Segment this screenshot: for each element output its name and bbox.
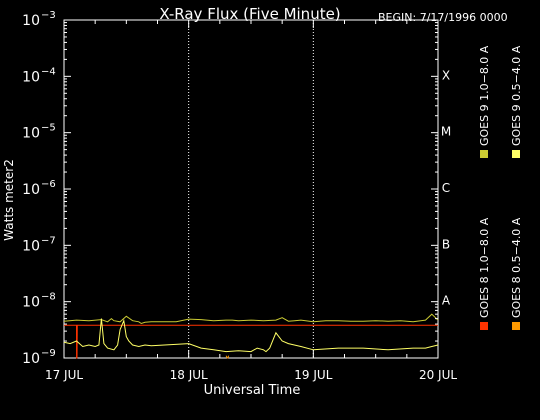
y-axis-label: Watts meter2	[2, 159, 16, 241]
flare-class-label: A	[442, 294, 451, 308]
y-tick-label: 10	[22, 69, 40, 85]
legend-label: GOES 8 1.0−8.0 A	[478, 217, 491, 318]
flare-class-labels: A B C M X	[441, 68, 451, 307]
y-tick-label: 10	[22, 182, 40, 198]
x-tick-label: 19 JUL	[294, 368, 332, 382]
begin-label: BEGIN: 7/17/1996 0000	[378, 11, 508, 24]
legend-swatch	[512, 322, 520, 330]
x-axis: 17 JUL 18 JUL 19 JUL 20 JUL	[45, 20, 457, 382]
y-tick-exponent: −8	[41, 292, 56, 303]
series-line	[63, 318, 439, 353]
chart-title: X-Ray Flux (Five Minute)	[159, 5, 340, 23]
legend-label: GOES 9 1.0−8.0 A	[478, 45, 491, 146]
y-tick-exponent: −6	[41, 179, 56, 190]
x-axis-label: Universal Time	[204, 383, 301, 398]
y-tick-label: 10	[22, 351, 40, 367]
legend-swatch	[480, 322, 488, 330]
y-tick-label: 10	[22, 13, 40, 29]
series-line	[225, 355, 230, 359]
x-tick-label: 20 JUL	[419, 368, 457, 382]
flare-class-label: C	[442, 181, 450, 195]
y-tick-exponent: −5	[41, 123, 56, 134]
x-tick-label: 18 JUL	[170, 368, 208, 382]
grid-layer	[188, 20, 314, 358]
x-tick-label: 17 JUL	[45, 368, 83, 382]
flare-class-label: M	[441, 125, 451, 139]
legend: GOES 8 1.0−8.0 A GOES 9 1.0−8.0 A GOES 8 0…	[478, 45, 523, 330]
legend-swatch	[480, 150, 488, 158]
series-layer	[63, 313, 439, 359]
y-tick-exponent: −7	[41, 235, 56, 246]
y-tick-exponent: −9	[41, 348, 56, 359]
series-line	[64, 324, 438, 359]
series-line	[63, 313, 439, 325]
y-tick-label: 10	[22, 126, 40, 142]
flare-class-label: X	[442, 68, 450, 82]
y-tick-label: 10	[22, 238, 40, 254]
y-axis: 10−910−810−710−610−510−410−3	[22, 10, 438, 367]
legend-swatch	[512, 150, 520, 158]
flare-class-label: B	[442, 237, 450, 251]
legend-label: GOES 9 0.5−4.0 A	[510, 45, 523, 146]
legend-label: GOES 8 0.5−4.0 A	[510, 217, 523, 318]
y-tick-label: 10	[22, 295, 40, 311]
y-tick-exponent: −4	[41, 66, 56, 77]
y-tick-exponent: −3	[41, 10, 56, 21]
